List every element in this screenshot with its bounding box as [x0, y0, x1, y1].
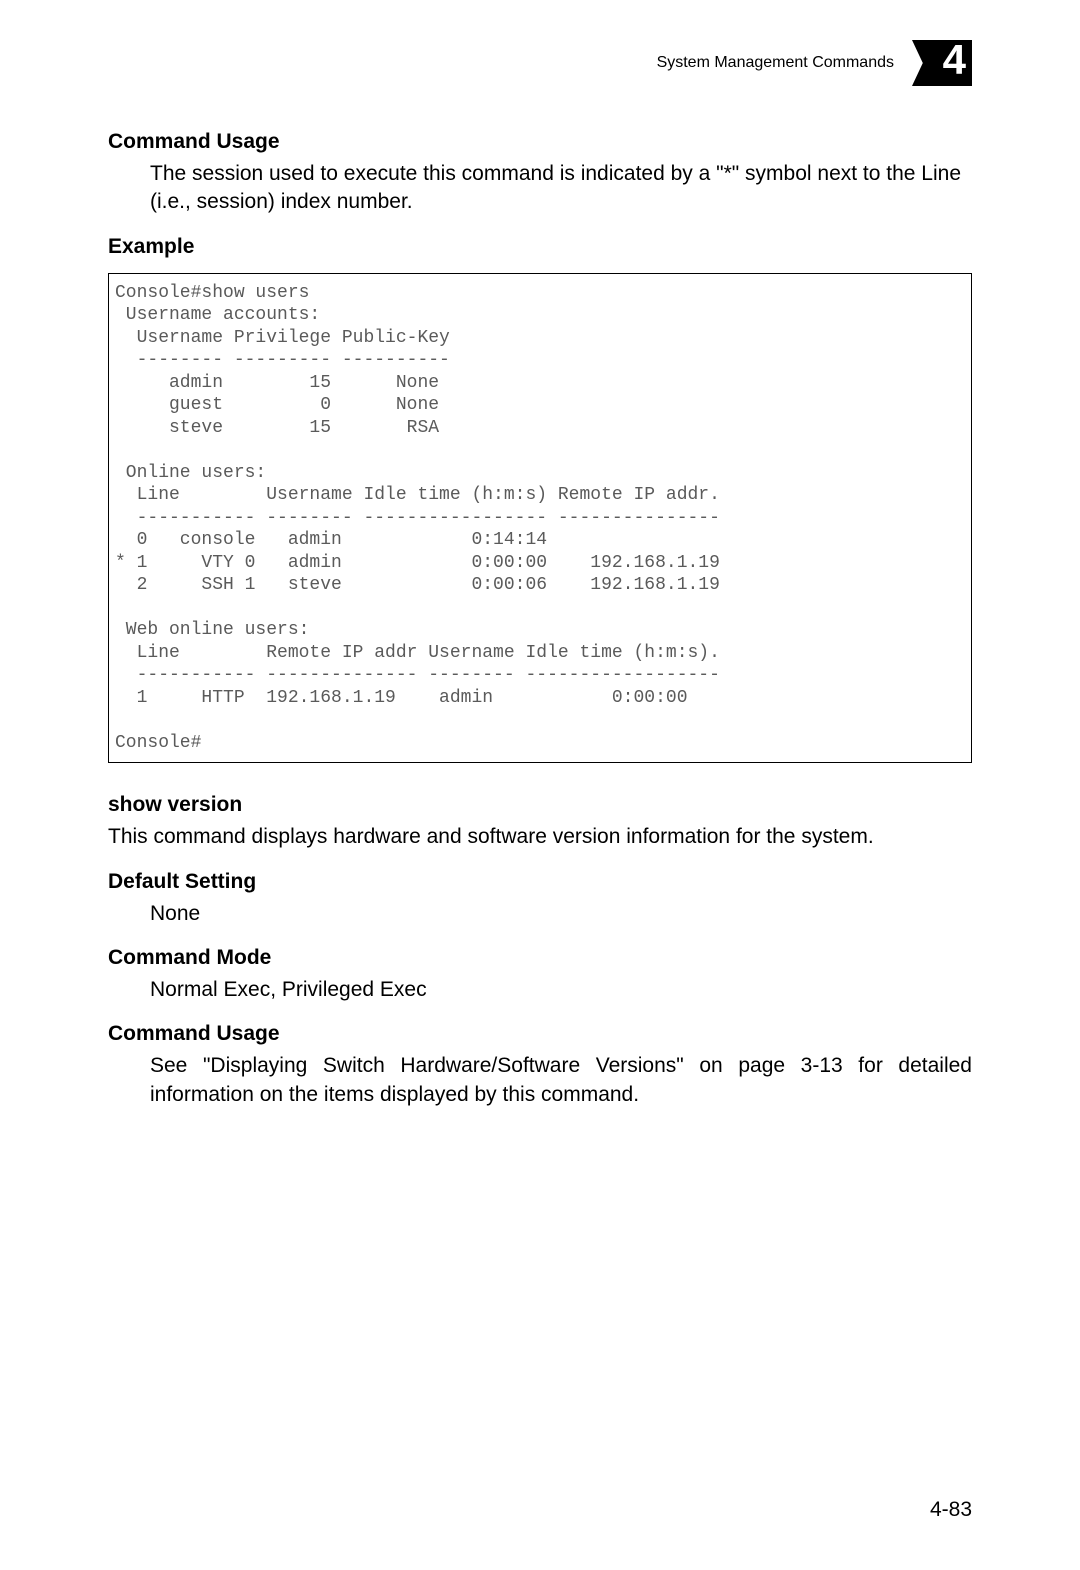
- text-command-usage-2: See "Displaying Switch Hardware/Software…: [150, 1052, 972, 1109]
- chapter-flag-icon: 4: [912, 40, 972, 86]
- page-container: System Management Commands 4 Command Usa…: [0, 0, 1080, 1109]
- page-header: System Management Commands 4: [108, 40, 972, 86]
- text-default-setting: None: [150, 900, 972, 928]
- heading-command-mode: Command Mode: [108, 946, 972, 970]
- section-command-usage-2: Command Usage See "Displaying Switch Har…: [108, 1022, 972, 1109]
- chapter-number: 4: [943, 36, 966, 84]
- code-block: Console#show users Username accounts: Us…: [108, 273, 972, 764]
- text-command-usage-1: The session used to execute this command…: [150, 160, 972, 217]
- heading-command-usage: Command Usage: [108, 130, 972, 154]
- page-number: 4-83: [930, 1498, 972, 1522]
- header-title: System Management Commands: [657, 54, 894, 72]
- text-command-mode: Normal Exec, Privileged Exec: [150, 976, 972, 1004]
- heading-example: Example: [108, 235, 972, 259]
- text-show-version: This command displays hardware and softw…: [108, 823, 972, 851]
- section-example: Example Console#show users Username acco…: [108, 235, 972, 764]
- section-show-version: show version This command displays hardw…: [108, 793, 972, 851]
- section-command-usage-1: Command Usage The session used to execut…: [108, 130, 972, 217]
- section-command-mode: Command Mode Normal Exec, Privileged Exe…: [108, 946, 972, 1004]
- heading-command-usage-2: Command Usage: [108, 1022, 972, 1046]
- heading-default-setting: Default Setting: [108, 870, 972, 894]
- heading-show-version: show version: [108, 793, 972, 817]
- section-default-setting: Default Setting None: [108, 870, 972, 928]
